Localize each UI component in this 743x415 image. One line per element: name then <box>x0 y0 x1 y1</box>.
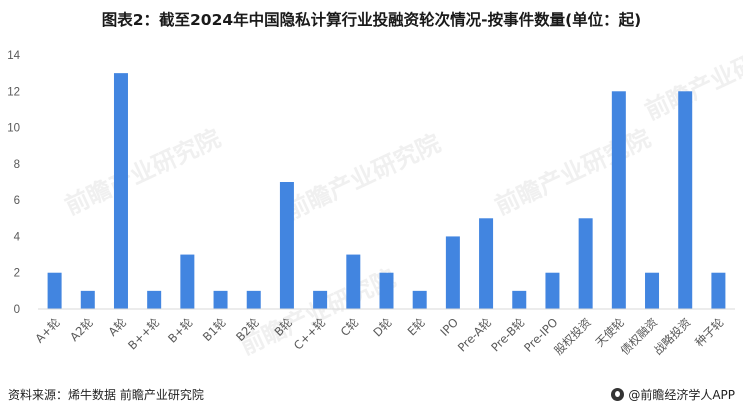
y-tick-label: 8 <box>14 159 20 171</box>
x-tick-label: Pre-A轮 <box>455 315 495 355</box>
x-tick-label: A+轮 <box>32 315 63 346</box>
bar <box>645 272 660 309</box>
y-axis: 0 2 4 6 8 10 12 14 <box>7 50 20 316</box>
brand-mark: @前瞻经济学人APP <box>611 386 735 403</box>
bar <box>512 290 527 309</box>
chart-title: 图表2：截至2024年中国隐私计算行业投融资轮次情况-按事件数量(单位：起) <box>101 11 642 29</box>
bar <box>445 236 460 309</box>
bar <box>578 218 593 309</box>
x-tick-label: E轮 <box>405 315 429 339</box>
bar <box>479 218 494 309</box>
brand-text: @前瞻经济学人APP <box>628 387 735 402</box>
bar <box>246 290 261 309</box>
bar <box>346 254 361 309</box>
x-tick-label: B+轮 <box>165 315 196 346</box>
watermark-text: 前瞻产业研究院 <box>281 129 445 225</box>
x-tick-label: C轮 <box>338 315 362 339</box>
bar <box>678 91 693 310</box>
brand-logo-icon <box>611 387 625 401</box>
footer: 资料来源：烯牛数据 前瞻产业研究院 @前瞻经济学人APP <box>8 384 735 404</box>
x-tick-label: 股权投资 <box>551 315 593 357</box>
x-tick-label: A2轮 <box>67 315 96 344</box>
bar <box>113 73 128 310</box>
bar <box>611 91 626 310</box>
x-tick-label: Pre-B轮 <box>488 315 528 355</box>
source-note: 资料来源：烯牛数据 前瞻产业研究院 <box>8 387 204 402</box>
y-tick-label: 12 <box>7 86 20 98</box>
bar <box>279 182 294 309</box>
bar <box>147 290 162 309</box>
bars <box>47 73 726 310</box>
y-tick-label: 4 <box>14 231 21 243</box>
x-axis: A+轮 A2轮 A轮B++轮 B+轮 B1轮 B2轮 B轮C++轮 C轮 D轮 E轮 IPOPre-… <box>32 308 735 358</box>
y-tick-label: 2 <box>14 268 20 280</box>
bar <box>379 272 394 309</box>
bar <box>313 290 328 309</box>
x-tick-label: 种子轮 <box>692 315 727 350</box>
bar <box>545 272 560 309</box>
watermark-text: 前瞻产业研究院 <box>61 124 225 220</box>
x-tick-label: A轮 <box>105 315 129 339</box>
x-tick-label: D轮 <box>370 315 395 340</box>
bar <box>412 290 427 309</box>
x-tick-label: B1轮 <box>200 315 229 344</box>
bar <box>180 254 195 309</box>
y-tick-label: 10 <box>7 123 20 135</box>
x-tick-label: B++轮 <box>125 315 163 353</box>
bar <box>711 272 726 309</box>
x-tick-label: IPO <box>437 315 461 339</box>
watermark-text: 前瞻产业研究院 <box>491 124 655 220</box>
bar <box>47 272 62 309</box>
y-tick-label: 14 <box>7 50 20 62</box>
y-tick-label: 6 <box>14 195 20 207</box>
x-tick-label: 战略投资 <box>651 315 693 357</box>
bar <box>213 290 228 309</box>
bar <box>80 290 95 309</box>
watermark-text: 前瞻产业研究院 <box>236 264 400 360</box>
y-tick-label: 0 <box>14 304 20 316</box>
